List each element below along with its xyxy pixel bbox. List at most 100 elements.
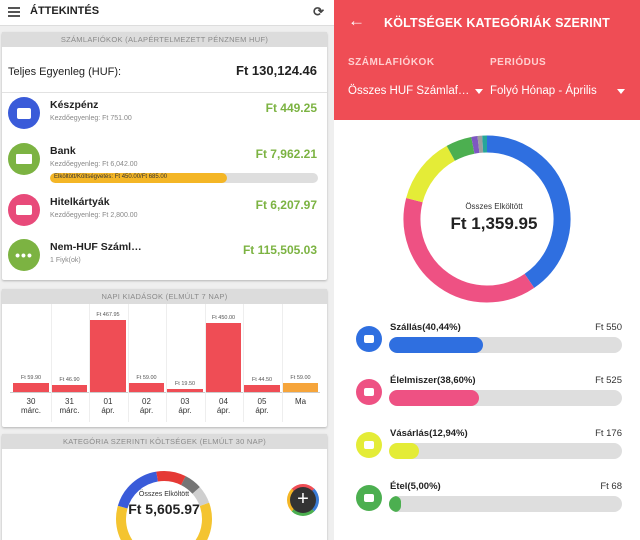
bar[interactable] bbox=[167, 388, 203, 392]
account-name: Készpénz bbox=[50, 99, 99, 111]
account-name: Bank bbox=[50, 145, 76, 157]
x-tick-label: Ma bbox=[294, 397, 307, 406]
donut-slice[interactable] bbox=[192, 487, 210, 507]
bar-data-label: Ft 450.00 bbox=[211, 314, 236, 321]
period-filter-select[interactable]: Folyó Hónap - Április bbox=[490, 85, 597, 97]
bar-data-label: Ft 46.90 bbox=[59, 376, 80, 383]
category-amount: Ft 176 bbox=[595, 428, 622, 439]
category-expenses-pane: ← KÖLTSÉGEK KATEGÓRIÁK SZERINT SZÁMLAFIÓ… bbox=[334, 0, 640, 540]
shopping-bag-icon bbox=[356, 432, 382, 458]
bed-icon bbox=[356, 326, 382, 352]
bar[interactable] bbox=[205, 322, 241, 392]
header: ← KÖLTSÉGEK KATEGÓRIÁK SZERINT SZÁMLAFIÓ… bbox=[334, 0, 640, 120]
donut-center-label: Összes Elköltött bbox=[465, 202, 523, 211]
donut-slice[interactable] bbox=[180, 476, 200, 494]
donut-slice[interactable] bbox=[486, 135, 571, 288]
account-balance: Ft 6,207.97 bbox=[255, 198, 317, 212]
daily-expenses-card: NAPI KIADÁSOK (ELMÚLT 7 NAP) Ft 59.90 30 m… bbox=[2, 289, 327, 427]
overview-pane: ÁTTEKINTÉS ⟳ SZÁMLAFIÓKOK (ALAPÉRTELMEZE… bbox=[0, 0, 334, 540]
gridline bbox=[89, 304, 90, 422]
bar[interactable] bbox=[90, 320, 126, 392]
category-donut-chart bbox=[116, 471, 212, 540]
category-donut-chart bbox=[403, 135, 571, 303]
budget-text: Elköltött/Költségvetés: Ft 450.00/Ft 685… bbox=[54, 174, 168, 180]
grocery-icon bbox=[356, 379, 382, 405]
account-balance: Ft 449.25 bbox=[265, 101, 317, 115]
donut-center-value: Ft 1,359.95 bbox=[450, 214, 538, 233]
budget-progress-bar: Elköltött/Költségvetés: Ft 450.00/Ft 685… bbox=[50, 173, 318, 183]
x-axis-line bbox=[10, 392, 320, 393]
category-progress-fill bbox=[389, 443, 420, 459]
bar-data-label: Ft 59.00 bbox=[136, 374, 157, 381]
category-progress-fill bbox=[389, 390, 479, 406]
category-row[interactable]: Szállás(40,44%) Ft 550 bbox=[334, 320, 640, 360]
category-row[interactable]: Vásárlás(12,94%) Ft 176 bbox=[334, 426, 640, 466]
bar-data-label: Ft 19.50 bbox=[174, 380, 196, 387]
accounts-header: SZÁMLAFIÓKOK (ALAPÉRTELMEZETT PÉNZNEM HU… bbox=[2, 32, 327, 47]
more-icon: ••• bbox=[8, 239, 40, 271]
account-name: Hitelkártyák bbox=[50, 196, 110, 208]
category-progress-bar bbox=[389, 496, 622, 512]
x-tick-label: 04 ápr. bbox=[216, 397, 231, 415]
donut-slice[interactable] bbox=[406, 145, 456, 203]
account-item-non-huf[interactable]: ••• Nem-HUF Száml… 1 Fiyk(ok) Ft 115,505… bbox=[2, 237, 327, 277]
category-row[interactable]: Élelmiszer(38,60%) Ft 525 bbox=[334, 373, 640, 413]
donut-slice[interactable] bbox=[471, 136, 480, 154]
chevron-down-icon[interactable] bbox=[475, 89, 483, 94]
wallet-icon bbox=[8, 97, 40, 129]
x-tick-label: 02 ápr. bbox=[139, 397, 154, 415]
budget-progress-fill bbox=[50, 173, 227, 183]
total-balance-row: Teljes Egyenleg (HUF): Ft 130,124.46 bbox=[8, 63, 317, 83]
x-tick-label: 03 ápr. bbox=[178, 397, 192, 415]
app-bar: ÁTTEKINTÉS ⟳ bbox=[0, 0, 334, 26]
donut-slice[interactable] bbox=[117, 471, 159, 509]
x-tick-label: 31 márc. bbox=[59, 397, 80, 415]
account-item-cash[interactable]: Készpénz Kezdőegyenleg: Ft 751.00 Ft 449… bbox=[2, 95, 327, 135]
chevron-down-icon[interactable] bbox=[617, 89, 625, 94]
x-tick-label: 01 ápr. bbox=[101, 397, 115, 415]
category-row[interactable]: Étel(5,00%) Ft 68 bbox=[334, 479, 640, 519]
account-item-bank[interactable]: Bank Kezdőegyenleg: Ft 6,042.00 Ft 7,962… bbox=[2, 141, 327, 187]
account-opening-balance: Kezdőegyenleg: Ft 6,042.00 bbox=[50, 161, 138, 168]
back-arrow-icon[interactable]: ← bbox=[348, 11, 365, 30]
gridline bbox=[127, 304, 129, 422]
refresh-icon[interactable]: ⟳ bbox=[313, 4, 324, 19]
bar-data-label: Ft 59.00 bbox=[290, 374, 311, 381]
bar[interactable] bbox=[244, 385, 280, 392]
category-progress-fill bbox=[389, 496, 401, 512]
account-filter-select[interactable]: Összes HUF Számlaf… bbox=[348, 85, 470, 97]
donut-slice[interactable] bbox=[446, 136, 475, 161]
account-opening-balance: Kezdőegyenleg: Ft 751.00 bbox=[50, 115, 132, 122]
bar[interactable] bbox=[128, 382, 164, 392]
category-name: Étel(5,00%) bbox=[390, 481, 441, 492]
x-tick-label: 30 márc. bbox=[21, 397, 41, 415]
category-expenses-card: KATEGÓRIA SZERINTI KÖLTSÉGEK (ELMÚLT 30 … bbox=[2, 434, 327, 540]
donut-center-value: Ft 5,605.97 bbox=[128, 501, 200, 517]
burger-icon bbox=[356, 485, 382, 511]
donut-slice[interactable] bbox=[403, 198, 535, 303]
gridline bbox=[166, 304, 167, 422]
category-progress-bar bbox=[389, 337, 622, 353]
bar[interactable] bbox=[282, 382, 318, 392]
category-progress-bar bbox=[389, 390, 622, 406]
bar[interactable] bbox=[13, 382, 49, 392]
category-progress-bar bbox=[389, 443, 622, 459]
account-opening-balance: 1 Fiyk(ok) bbox=[50, 257, 81, 264]
bar[interactable] bbox=[51, 384, 87, 392]
x-tick-label: 05 ápr. bbox=[255, 397, 269, 415]
gridline bbox=[281, 304, 283, 422]
menu-icon[interactable] bbox=[8, 7, 20, 17]
category-name: Szállás(40,44%) bbox=[390, 322, 461, 333]
gridline bbox=[204, 304, 206, 422]
bar-data-label: Ft 467.95 bbox=[96, 312, 120, 318]
donut-slice[interactable] bbox=[116, 502, 212, 540]
account-item-credit-cards[interactable]: Hitelkártyák Kezdőegyenleg: Ft 2,800.00 … bbox=[2, 192, 327, 232]
category-progress-fill bbox=[389, 337, 484, 353]
donut-slice[interactable] bbox=[156, 471, 186, 486]
category-amount: Ft 68 bbox=[600, 481, 622, 492]
add-transaction-button[interactable]: + bbox=[287, 484, 319, 516]
daily-expenses-chart: Ft 59.90 30 márc. Ft 46.90 31 márc. Ft 467.95 0… bbox=[2, 304, 327, 427]
donut-center-label: Összes Elköltött bbox=[138, 491, 190, 498]
gridline bbox=[243, 304, 244, 422]
credit-card-icon bbox=[8, 194, 40, 226]
